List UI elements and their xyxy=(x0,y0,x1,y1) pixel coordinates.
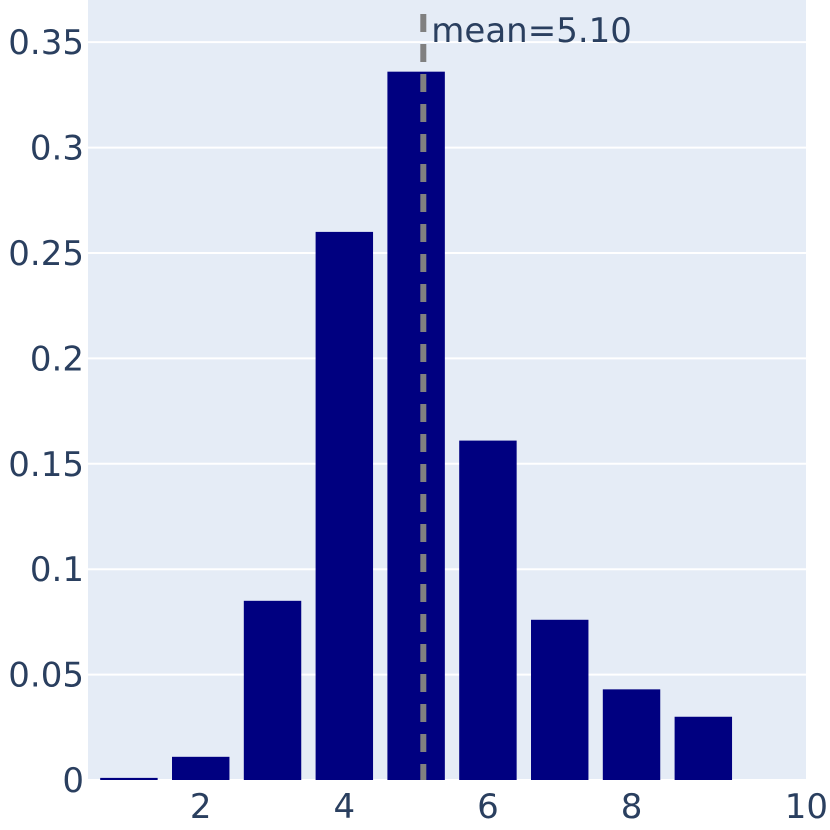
y-tick-label: 0 xyxy=(62,761,84,801)
bar-9 xyxy=(674,716,733,780)
gridlines xyxy=(88,41,806,781)
y-tick-label: 0.15 xyxy=(8,445,84,485)
y-tick-label: 0.35 xyxy=(8,23,84,63)
plot-background xyxy=(88,0,806,780)
mean-annotation: mean=5.10 xyxy=(431,11,632,51)
bar-2 xyxy=(172,756,230,780)
x-tick-label: 4 xyxy=(334,787,356,827)
x-tick-label: 6 xyxy=(477,787,499,827)
x-tick-label: 2 xyxy=(190,787,212,827)
y-tick-label: 0.25 xyxy=(8,234,84,274)
bar-7 xyxy=(531,619,589,780)
bars xyxy=(100,71,733,781)
y-tick-label: 0.1 xyxy=(30,550,84,590)
bar-3 xyxy=(243,600,302,780)
x-tick-label: 10 xyxy=(785,787,828,827)
x-tick-label: 8 xyxy=(621,787,643,827)
bar-6 xyxy=(459,440,517,780)
bar-4 xyxy=(315,231,374,780)
bar-8 xyxy=(602,689,661,780)
bar-1 xyxy=(100,777,158,780)
y-tick-label: 0.3 xyxy=(30,129,84,169)
y-tick-label: 0.2 xyxy=(30,339,84,379)
x-axis-ticks: 2 4 6 8 10 xyxy=(190,787,828,827)
y-axis-ticks: 0 0.05 0.1 0.15 0.2 0.25 0.3 0.35 xyxy=(8,23,84,801)
y-tick-label: 0.05 xyxy=(8,656,84,696)
bar-5 xyxy=(387,71,445,781)
